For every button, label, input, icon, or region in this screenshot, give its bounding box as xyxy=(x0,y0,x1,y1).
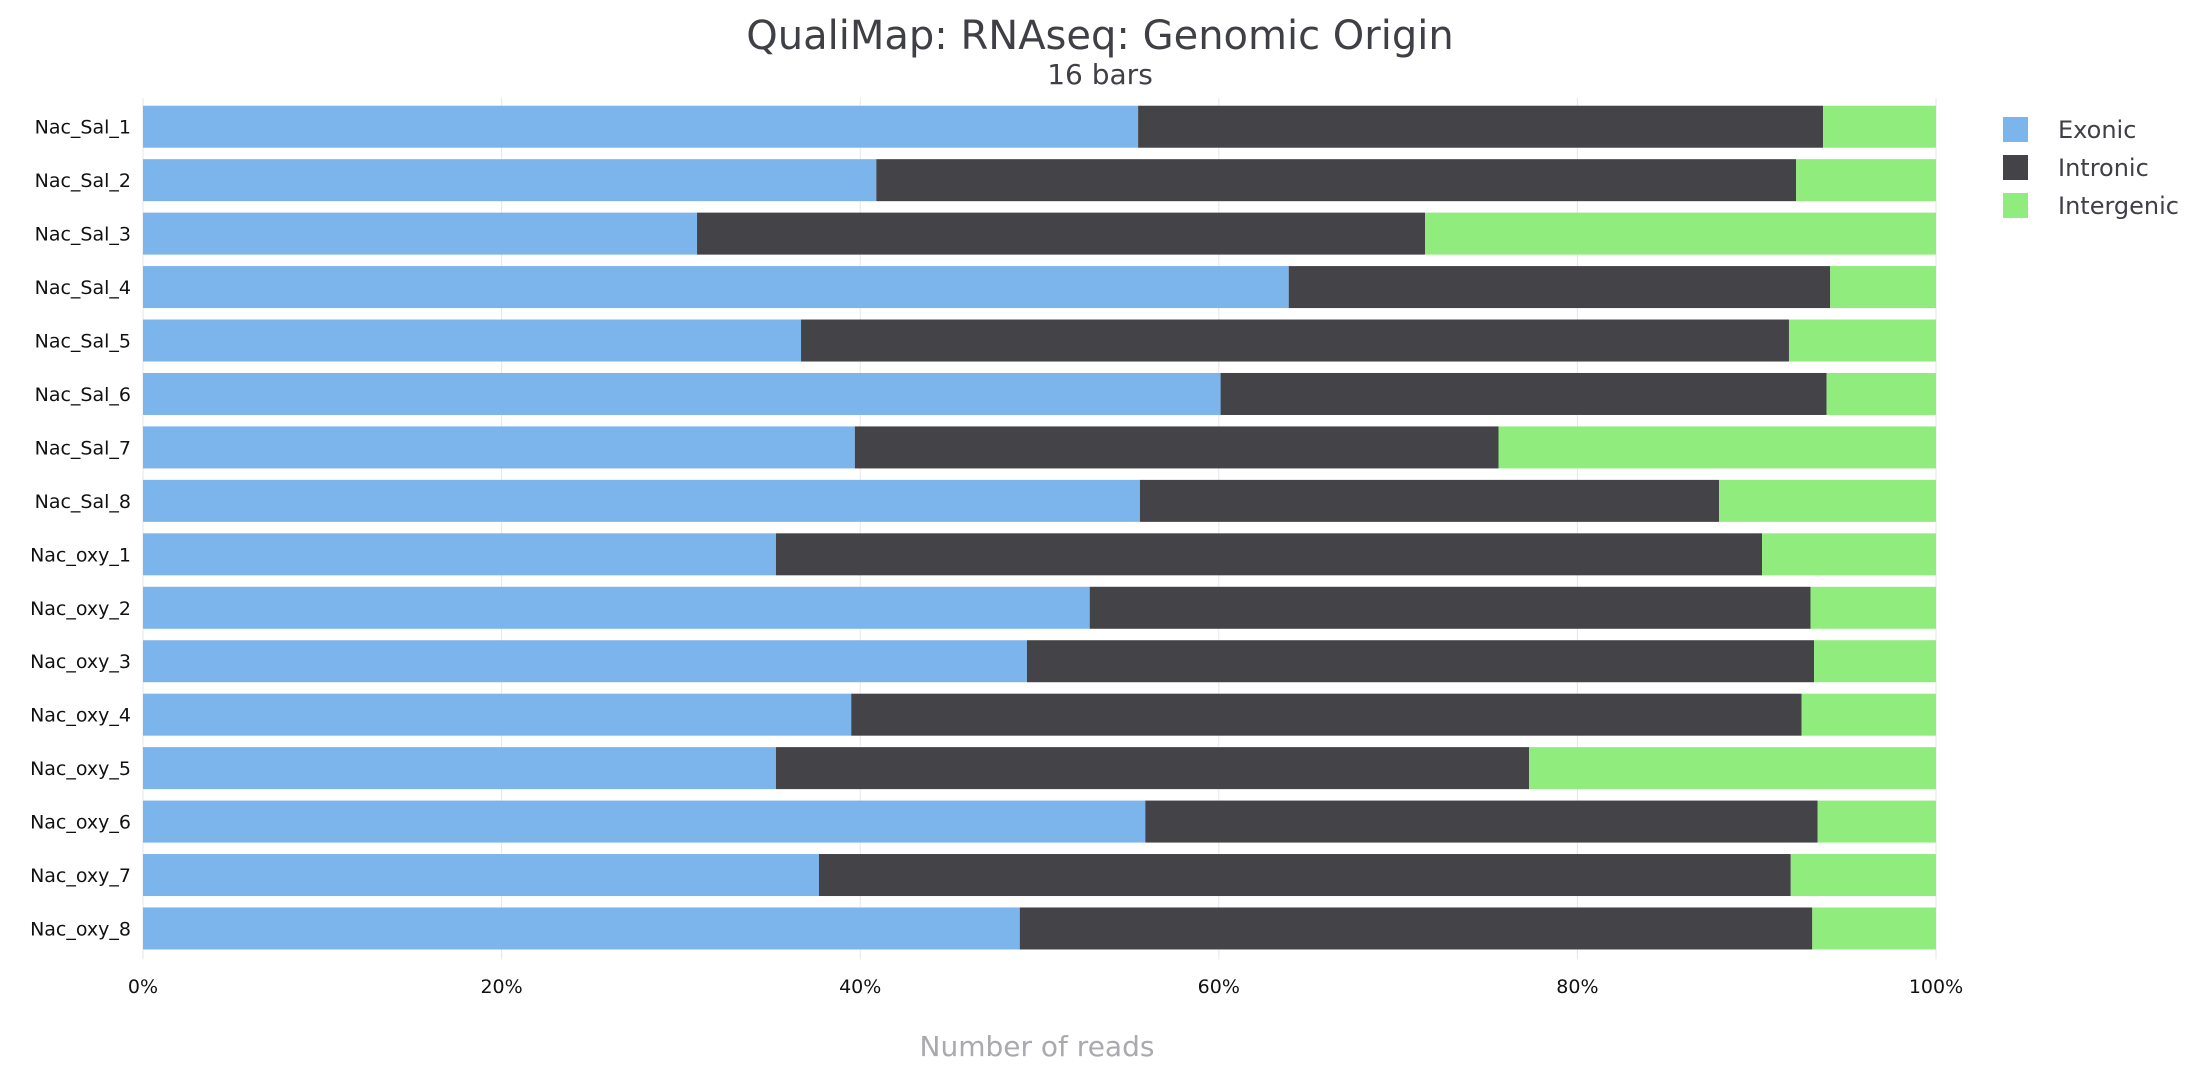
bar-segment-intronic[interactable] xyxy=(1288,266,1831,309)
bar-segment-intronic[interactable] xyxy=(801,319,1789,362)
bar-segment-intergenic[interactable] xyxy=(1812,907,1936,950)
category-label: Nac_oxy_4 xyxy=(30,705,131,727)
legend-label-intronic[interactable]: Intronic xyxy=(2058,154,2149,182)
x-tick-label: 60% xyxy=(1198,976,1240,998)
category-label: Nac_Sal_8 xyxy=(35,491,131,513)
bar-segment-exonic[interactable] xyxy=(143,319,802,362)
bar-segment-intergenic[interactable] xyxy=(1796,159,1936,202)
bar-segment-intronic[interactable] xyxy=(1145,800,1818,843)
category-label: Nac_oxy_7 xyxy=(30,865,131,887)
x-tick-label: 20% xyxy=(480,976,522,998)
category-label: Nac_oxy_5 xyxy=(30,758,131,780)
category-label: Nac_oxy_6 xyxy=(30,812,131,834)
bar-segment-exonic[interactable] xyxy=(143,426,855,469)
legend-label-intergenic[interactable]: Intergenic xyxy=(2058,192,2179,220)
bar-segment-intronic[interactable] xyxy=(1138,105,1824,148)
category-label: Nac_Sal_7 xyxy=(35,437,131,459)
x-tick-label: 40% xyxy=(839,976,881,998)
bar-segment-exonic[interactable] xyxy=(143,159,877,202)
category-label: Nac_oxy_8 xyxy=(30,918,131,940)
bar-segment-intergenic[interactable] xyxy=(1826,372,1936,415)
chart-title: QualiMap: RNAseq: Genomic Origin xyxy=(746,13,1454,59)
bar-segment-intergenic[interactable] xyxy=(1762,533,1936,576)
category-label: Nac_Sal_5 xyxy=(35,331,131,353)
bar-segment-intronic[interactable] xyxy=(1220,372,1827,415)
bar-segment-exonic[interactable] xyxy=(143,586,1090,629)
legend: Exonic Intronic Intergenic xyxy=(2003,116,2179,220)
x-tick-label: 80% xyxy=(1556,976,1598,998)
bar-segment-intronic[interactable] xyxy=(775,747,1529,790)
legend-swatch-intergenic[interactable] xyxy=(2003,193,2028,218)
bar-segment-intergenic[interactable] xyxy=(1823,105,1936,148)
bar-segment-exonic[interactable] xyxy=(143,105,1139,148)
bar-segment-exonic[interactable] xyxy=(143,854,819,897)
bar-segment-intronic[interactable] xyxy=(1089,586,1811,629)
x-axis-ticks: 0% 20% 40% 60% 80% 100% xyxy=(128,976,1963,998)
bar-segment-intronic[interactable] xyxy=(1019,907,1813,950)
bar-segment-exonic[interactable] xyxy=(143,747,776,790)
legend-swatch-intronic[interactable] xyxy=(2003,155,2028,180)
legend-swatch-exonic[interactable] xyxy=(2003,117,2028,142)
bar-segment-intergenic[interactable] xyxy=(1817,800,1936,843)
category-label: Nac_oxy_2 xyxy=(30,598,131,620)
category-label: Nac_oxy_1 xyxy=(30,544,131,566)
bar-segment-intronic[interactable] xyxy=(851,693,1802,736)
bar-segment-intergenic[interactable] xyxy=(1528,747,1936,790)
bar-segment-exonic[interactable] xyxy=(143,907,1020,950)
bar-segment-exonic[interactable] xyxy=(143,266,1289,309)
bar-segment-intergenic[interactable] xyxy=(1498,426,1936,469)
category-label: Nac_Sal_4 xyxy=(35,277,131,299)
bar-segment-intergenic[interactable] xyxy=(1790,854,1936,897)
category-label: Nac_Sal_1 xyxy=(35,117,131,139)
bar-segment-exonic[interactable] xyxy=(143,479,1140,522)
legend-label-exonic[interactable]: Exonic xyxy=(2058,116,2136,144)
bar-segment-intronic[interactable] xyxy=(854,426,1499,469)
category-label: Nac_Sal_3 xyxy=(35,224,131,246)
bar-segment-intronic[interactable] xyxy=(697,212,1425,255)
bar-segment-exonic[interactable] xyxy=(143,533,776,576)
bar-segment-intergenic[interactable] xyxy=(1719,479,1936,522)
bar-segment-intergenic[interactable] xyxy=(1424,212,1936,255)
x-tick-label: 0% xyxy=(128,976,158,998)
category-label: Nac_oxy_3 xyxy=(30,651,131,673)
category-label: Nac_Sal_6 xyxy=(35,384,131,406)
category-labels: Nac_Sal_1 Nac_Sal_2 Nac_Sal_3 Nac_Sal_4 Nac_… xyxy=(30,117,131,941)
bar-segment-exonic[interactable] xyxy=(143,212,698,255)
x-axis-label: Number of reads xyxy=(920,1030,1155,1063)
bar-segment-intronic[interactable] xyxy=(1139,479,1720,522)
bars xyxy=(143,105,1936,950)
bar-segment-exonic[interactable] xyxy=(143,693,852,736)
bar-segment-intronic[interactable] xyxy=(775,533,1763,576)
chart-subtitle: 16 bars xyxy=(1047,58,1153,91)
bar-segment-intergenic[interactable] xyxy=(1801,693,1936,736)
bar-segment-exonic[interactable] xyxy=(143,640,1027,683)
bar-segment-intronic[interactable] xyxy=(1026,640,1815,683)
bar-segment-intronic[interactable] xyxy=(876,159,1797,202)
x-tick-label: 100% xyxy=(1909,976,1963,998)
bar-segment-exonic[interactable] xyxy=(143,800,1146,843)
bar-segment-intergenic[interactable] xyxy=(1810,586,1936,629)
bar-segment-intergenic[interactable] xyxy=(1788,319,1936,362)
bar-segment-intergenic[interactable] xyxy=(1814,640,1936,683)
bar-segment-intronic[interactable] xyxy=(818,854,1791,897)
bar-segment-intergenic[interactable] xyxy=(1830,266,1936,309)
bar-segment-exonic[interactable] xyxy=(143,372,1221,415)
category-label: Nac_Sal_2 xyxy=(35,170,131,192)
